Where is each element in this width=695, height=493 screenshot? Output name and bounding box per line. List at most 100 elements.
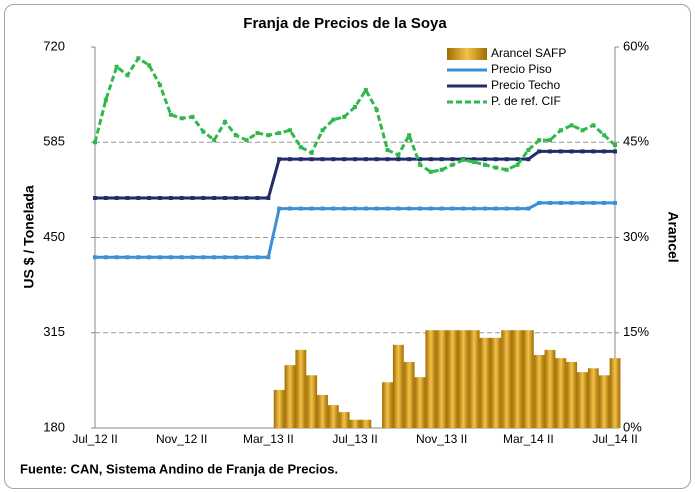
point: [93, 255, 97, 260]
point: [266, 255, 271, 260]
bar: [544, 349, 556, 428]
point: [309, 157, 314, 162]
point: [374, 157, 379, 162]
point: [147, 195, 152, 200]
point: [439, 157, 444, 162]
point: [613, 200, 617, 205]
point: [472, 160, 477, 165]
point: [233, 255, 238, 260]
point: [591, 200, 596, 205]
y2-tick-label: 30%: [623, 229, 649, 244]
chart-title: Franja de Precios de la Soya: [243, 15, 447, 32]
point: [147, 63, 152, 68]
point: [331, 157, 336, 162]
legend-label: P. de ref. CIF: [491, 94, 561, 108]
bar: [501, 330, 513, 428]
point: [212, 195, 217, 200]
point: [244, 255, 249, 260]
point: [385, 157, 390, 162]
point: [114, 195, 119, 200]
x-tick-label: Nov_13 II: [416, 432, 467, 446]
point: [493, 206, 498, 211]
point: [580, 128, 585, 133]
point: [168, 255, 173, 260]
bar: [566, 361, 578, 428]
point: [201, 195, 206, 200]
point: [558, 128, 563, 133]
point: [396, 152, 401, 157]
point: [363, 157, 368, 162]
x-tick-label: Jul_12 II: [72, 432, 117, 446]
bar: [457, 330, 469, 428]
point: [244, 195, 249, 200]
point: [591, 123, 596, 128]
point: [515, 157, 520, 162]
point: [266, 195, 271, 200]
y-axis-title: US $ / Tonelada: [21, 185, 37, 288]
bar: [403, 361, 415, 428]
y2-tick-label: 0%: [623, 419, 642, 434]
point: [591, 149, 596, 154]
point: [168, 112, 173, 117]
point: [374, 107, 379, 112]
bar: [425, 330, 437, 428]
point: [93, 195, 97, 200]
point: [548, 200, 552, 205]
bar: [447, 330, 458, 428]
y-tick-label: 315: [43, 324, 65, 339]
point: [125, 195, 130, 200]
point: [526, 206, 531, 211]
bar: [468, 330, 480, 428]
point: [103, 97, 108, 102]
point: [342, 157, 347, 162]
point: [179, 116, 184, 121]
bar: [273, 389, 285, 428]
bar: [436, 330, 448, 428]
point: [374, 206, 379, 211]
bar: [479, 337, 491, 428]
point: [428, 169, 433, 174]
legend-swatch: [447, 48, 487, 60]
point: [548, 138, 552, 143]
point: [114, 255, 119, 260]
point: [93, 140, 97, 145]
point: [613, 149, 617, 154]
point: [288, 157, 292, 162]
point: [309, 206, 314, 211]
point: [493, 165, 498, 170]
x-tick-label: Jul_14 II: [592, 432, 637, 446]
point: [233, 133, 238, 138]
point: [255, 131, 260, 136]
y-tick-label: 450: [43, 229, 65, 244]
point: [125, 255, 130, 260]
point: [569, 200, 574, 205]
point: [407, 157, 412, 162]
point: [277, 131, 282, 136]
point: [558, 149, 563, 154]
point: [190, 195, 195, 200]
point: [277, 206, 282, 211]
point: [233, 195, 238, 200]
point: [244, 138, 249, 143]
point: [190, 114, 195, 119]
point: [255, 195, 260, 200]
point: [602, 149, 607, 154]
point: [580, 149, 585, 154]
legend-label: Arancel SAFP: [491, 46, 566, 60]
point: [223, 255, 227, 260]
point: [288, 128, 292, 133]
point: [472, 206, 477, 211]
point: [450, 157, 455, 162]
bar: [284, 365, 296, 428]
point: [212, 138, 217, 143]
point: [569, 149, 574, 154]
point: [201, 129, 206, 134]
bar: [338, 412, 350, 428]
series-line: [95, 201, 615, 259]
point: [418, 157, 422, 162]
point: [602, 133, 607, 138]
point: [147, 255, 152, 260]
point: [353, 206, 357, 211]
point: [450, 206, 455, 211]
